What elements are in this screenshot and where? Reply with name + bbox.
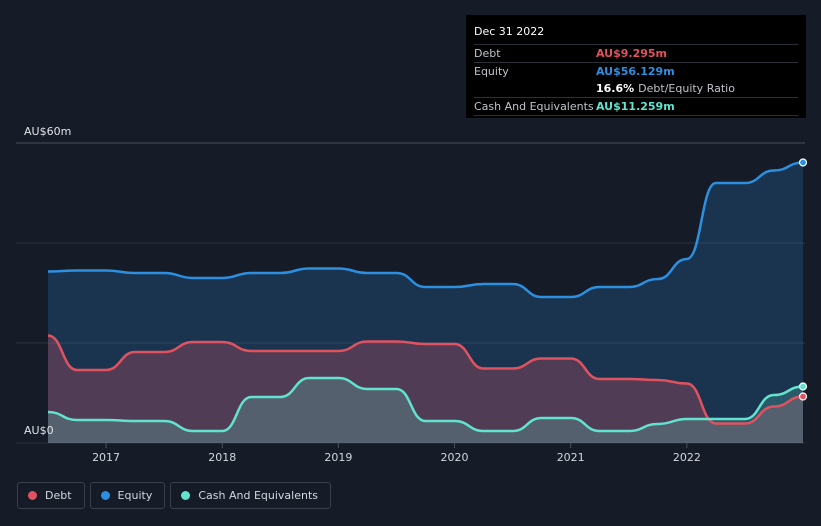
chart-grid (16, 142, 805, 444)
y-axis-bottom-label: AU$0 (24, 424, 54, 437)
x-tick-label: 2020 (441, 451, 469, 464)
x-axis: 2017 2018 2019 2020 2021 2022 (92, 443, 701, 464)
x-tick-label: 2017 (92, 451, 120, 464)
equity-line (47, 161, 804, 299)
tooltip-debt-label: Debt (474, 47, 501, 60)
tooltip-date: Dec 31 2022 (474, 25, 545, 38)
tooltip-row-cash: Cash And Equivalents AU$11.259m (474, 97, 798, 116)
x-tick-label: 2019 (324, 451, 352, 464)
cash-dot-icon (181, 491, 191, 500)
tooltip-row-debt: Debt AU$9.295m (474, 44, 798, 62)
data-tooltip: Dec 31 2022 Debt AU$9.295m Equity AU$56.… (466, 15, 806, 118)
tooltip-row-ratio: 16.6% Debt/Equity Ratio (474, 80, 798, 97)
cash-and-equivalents-area (48, 378, 803, 443)
debt-dot-icon (28, 491, 37, 500)
tooltip-debt-value: AU$9.295m (596, 47, 668, 60)
y-axis-top-label: AU$60m (24, 125, 71, 138)
tooltip-equity-label: Equity (474, 65, 509, 78)
chart-lines (47, 158, 808, 433)
legend-item-cash[interactable]: Cash And Equivalents (170, 482, 331, 509)
legend-equity-label: Equity (117, 489, 153, 502)
debt-end-point (798, 392, 808, 401)
tooltip-ratio-value: 16.6% (596, 82, 635, 95)
equity-area (48, 162, 803, 443)
equity-end-point (798, 158, 808, 167)
legend-debt-label: Debt (45, 489, 72, 502)
legend-cash-label: Cash And Equivalents (198, 489, 318, 502)
tooltip-cash-value: AU$11.259m (596, 100, 675, 113)
tooltip-ratio-label: Debt/Equity Ratio (638, 82, 735, 95)
x-tick-label: 2018 (208, 451, 236, 464)
x-tick-label: 2021 (557, 451, 585, 464)
debt-line (47, 334, 804, 425)
chart-legend: Debt Equity Cash And Equivalents (17, 482, 331, 509)
tooltip-cash-label: Cash And Equivalents (474, 100, 594, 113)
cash-and-equivalents-end-point (798, 382, 808, 391)
equity-dot-icon (100, 491, 110, 500)
chart-areas (48, 162, 803, 443)
tooltip-row-equity: Equity AU$56.129m (474, 62, 798, 80)
x-tick-label: 2022 (673, 451, 701, 464)
cash-and-equivalents-line (47, 376, 804, 433)
legend-item-equity[interactable]: Equity (89, 482, 166, 509)
tooltip-equity-value: AU$56.129m (596, 65, 675, 78)
legend-item-debt[interactable]: Debt (17, 482, 85, 509)
